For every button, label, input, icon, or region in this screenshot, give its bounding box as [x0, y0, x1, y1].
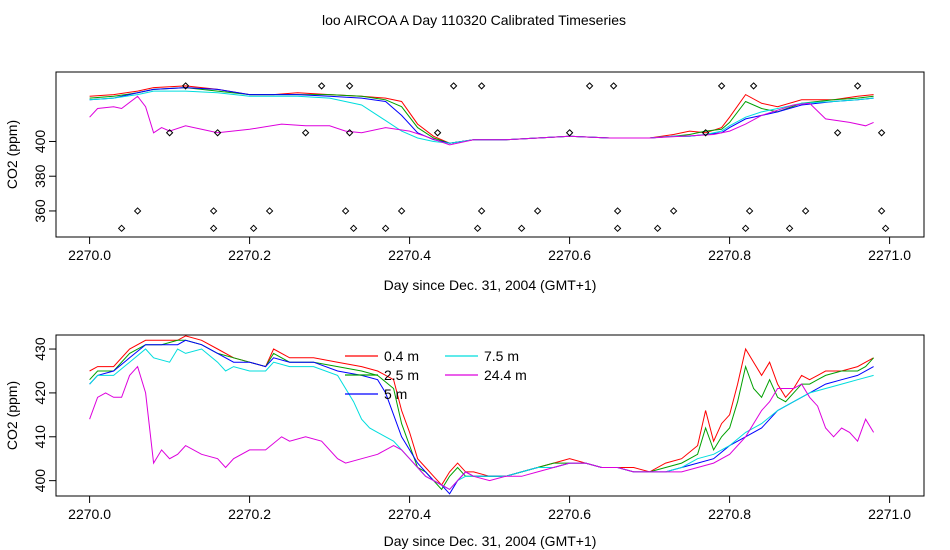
legend-label: 2.5 m [384, 367, 419, 383]
series-line-5-m [89, 339, 874, 495]
series-line-2-5-m [89, 87, 874, 144]
y-tick-label: 400 [32, 130, 48, 154]
x-axis-label: Day since Dec. 31, 2004 (GMT+1) [384, 277, 597, 293]
data-marker [213, 129, 222, 137]
x-tick-label: 2270.2 [228, 506, 271, 522]
data-layer [89, 82, 890, 233]
data-marker [349, 224, 358, 233]
data-marker [585, 82, 594, 90]
x-tick-label: 2270.6 [548, 506, 591, 522]
data-marker [565, 129, 574, 137]
series-line-24-4-m [89, 95, 874, 146]
figure-title: loo AIRCOA A Day 110320 Calibrated Times… [322, 12, 626, 28]
data-marker [749, 82, 758, 90]
data-marker [745, 207, 754, 215]
y-tick-label: 430 [32, 337, 48, 361]
data-marker [317, 82, 326, 90]
series-line-2-5-m [89, 339, 874, 491]
data-marker [613, 207, 622, 215]
y-tick-label: 360 [32, 199, 48, 223]
data-marker [477, 207, 486, 215]
data-marker [877, 129, 886, 137]
data-marker [209, 207, 218, 215]
data-marker [117, 224, 126, 233]
data-marker [881, 224, 890, 233]
x-tick-label: 2270.6 [548, 247, 591, 263]
legend-label: 24.4 m [484, 367, 527, 383]
x-tick-label: 2270.0 [68, 506, 111, 522]
data-marker [341, 207, 350, 215]
data-marker [249, 224, 258, 233]
data-marker [653, 224, 662, 233]
x-tick-label: 2270.4 [388, 247, 431, 263]
series-line-0-4-m [89, 85, 874, 144]
y-tick-label: 410 [32, 425, 48, 449]
data-marker [609, 82, 618, 90]
x-tick-label: 2270.0 [68, 247, 111, 263]
x-tick-label: 2270.8 [708, 506, 751, 522]
data-marker [381, 224, 390, 233]
series-line-5-m [89, 87, 874, 144]
data-marker [877, 207, 886, 215]
data-marker [613, 224, 622, 233]
data-marker [853, 82, 862, 90]
top-panel: 2270.0 2270.2 2270.4 2270.6 2270.8 2271.0 360 3… [4, 71, 925, 293]
y-axis-label: CO2 (ppm) [4, 120, 20, 189]
data-marker [717, 82, 726, 90]
data-marker [785, 224, 794, 233]
legend-label: 5 m [384, 386, 407, 402]
data-marker [209, 224, 218, 233]
data-marker [517, 224, 526, 233]
series-line-24-4-m [89, 365, 875, 491]
x-tick-label: 2270.8 [708, 247, 751, 263]
plot-frame [55, 71, 925, 238]
x-tick-label: 2271.0 [868, 247, 911, 263]
data-marker [345, 129, 354, 137]
data-marker [449, 82, 458, 90]
data-marker [165, 129, 174, 137]
legend-label: 0.4 m [384, 348, 419, 364]
y-axis-label: CO2 (ppm) [4, 381, 20, 450]
plot-frame [55, 334, 925, 497]
data-marker [833, 129, 842, 137]
data-marker [265, 207, 274, 215]
data-marker [433, 129, 442, 137]
data-marker [473, 224, 482, 233]
data-marker [701, 129, 710, 137]
x-tick-label: 2270.4 [388, 506, 431, 522]
data-layer [89, 335, 875, 495]
data-marker [181, 82, 190, 90]
data-marker [397, 207, 406, 215]
data-marker [345, 82, 354, 90]
series-line-7-5-m [89, 90, 874, 144]
data-marker [801, 207, 810, 215]
legend-label: 7.5 m [484, 348, 519, 364]
data-marker [301, 129, 310, 137]
legend: 0.4 m 2.5 m 5 m 7.5 m 24.4 m [345, 348, 527, 402]
y-tick-label: 420 [32, 381, 48, 405]
x-axis-label: Day since Dec. 31, 2004 (GMT+1) [384, 533, 597, 549]
data-marker [477, 82, 486, 90]
data-marker [741, 224, 750, 233]
data-marker [533, 207, 542, 215]
y-tick-label: 380 [32, 164, 48, 188]
bottom-panel: 2270.0 2270.2 2270.4 2270.6 2270.8 2271.0 400 4… [4, 334, 925, 549]
series-line-0-4-m [89, 335, 874, 486]
x-tick-label: 2270.2 [228, 247, 271, 263]
data-marker [133, 207, 142, 215]
x-tick-label: 2271.0 [868, 506, 911, 522]
data-marker [669, 207, 678, 215]
y-tick-label: 400 [32, 469, 48, 493]
